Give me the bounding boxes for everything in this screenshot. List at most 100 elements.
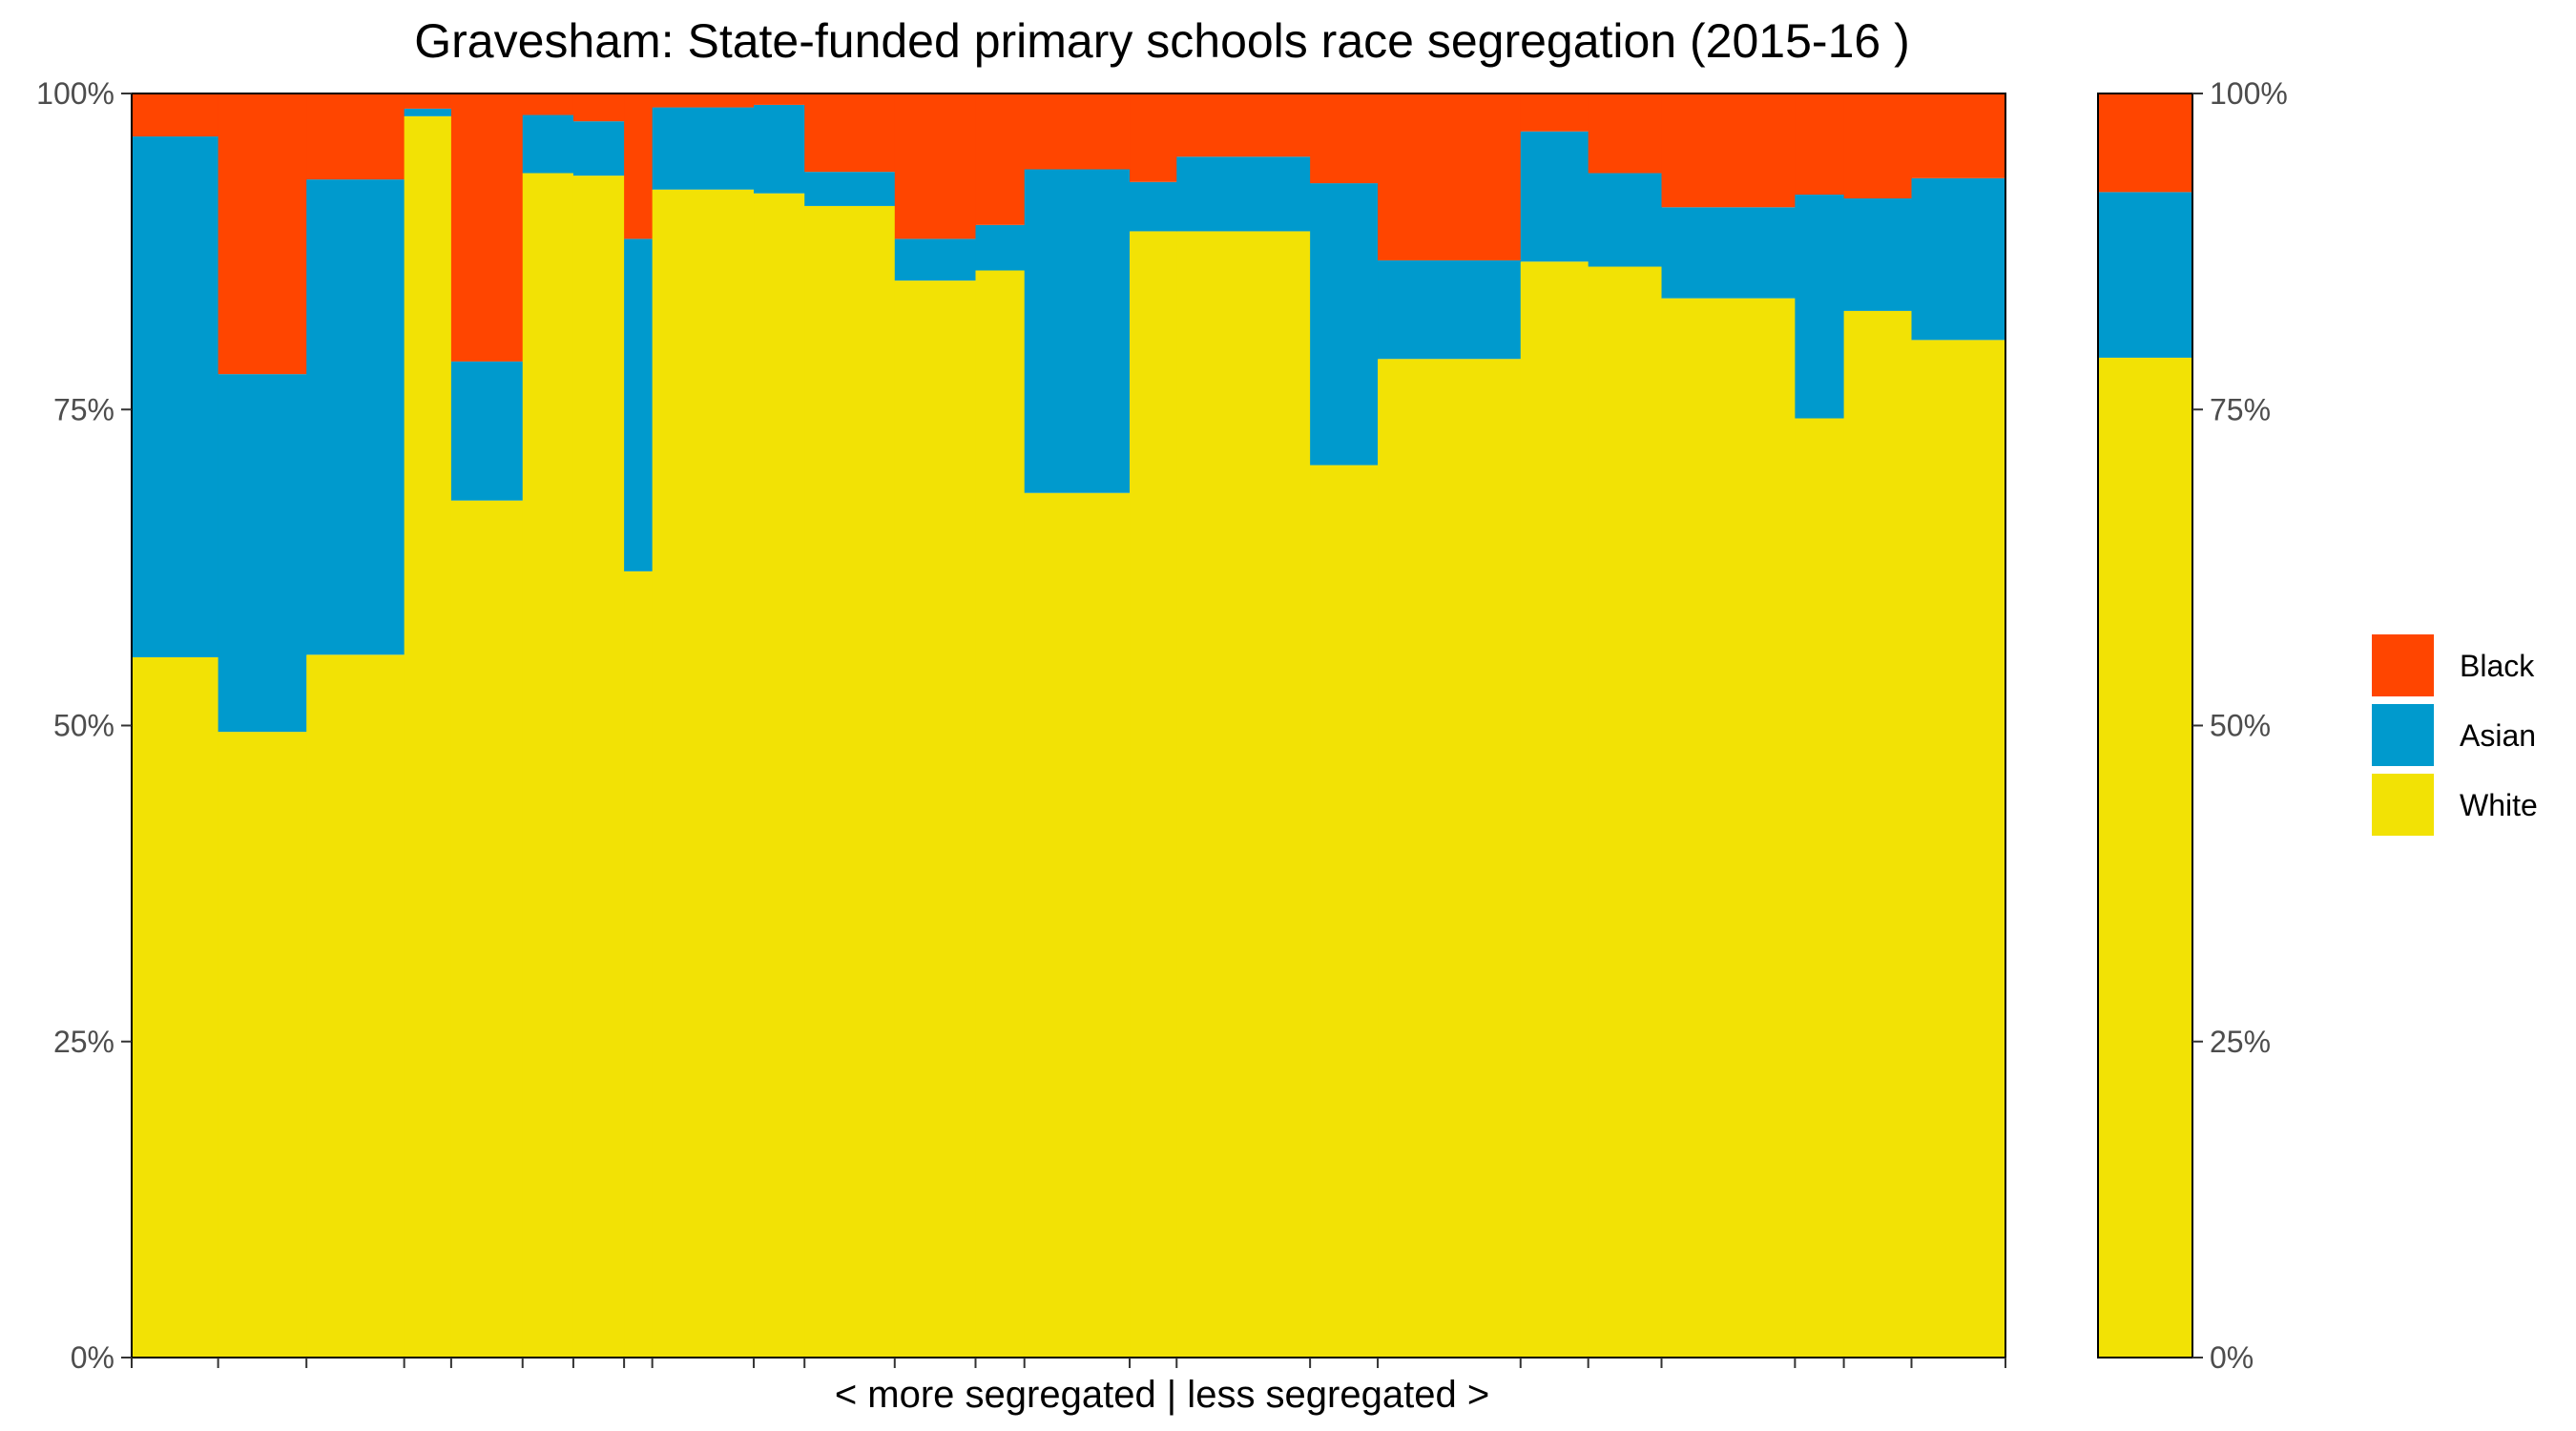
bar-segment-asian xyxy=(1795,195,1844,419)
bar-segment-black xyxy=(405,93,452,109)
bar-segment-black xyxy=(451,93,523,362)
bar-segment-asian xyxy=(1378,260,1521,359)
bar-segment-black xyxy=(1589,93,1662,173)
bar-segment-black xyxy=(1378,93,1521,260)
bar-segment-white xyxy=(624,571,653,1358)
bar-segment-white xyxy=(1912,340,2006,1358)
bar-segment-asian xyxy=(1176,156,1310,231)
y-tick-label-right: 0% xyxy=(2210,1340,2254,1375)
y-axis-right: 0% 25% 50% 75% 100% xyxy=(2192,76,2288,1375)
bar-segment-white xyxy=(1130,231,1177,1358)
bar-segment-white xyxy=(451,501,523,1358)
bar-segment-asian xyxy=(1310,183,1379,465)
overall-segment-black xyxy=(2098,93,2192,192)
bar-segment-black xyxy=(218,93,307,374)
bar-segment-white xyxy=(975,271,1025,1358)
bar-segment-white xyxy=(573,176,625,1358)
bar-segment-black xyxy=(653,93,755,108)
bar-segment-black xyxy=(804,93,895,172)
bar-segment-white xyxy=(1521,261,1589,1358)
legend-key-white xyxy=(2372,774,2434,836)
bar-segment-black xyxy=(1130,93,1177,182)
bar-segment-black xyxy=(895,93,976,238)
bar-segment-asian xyxy=(523,115,574,174)
y-tick-label-right: 75% xyxy=(2210,392,2271,426)
legend-label-black: Black xyxy=(2460,649,2535,683)
bar-segment-black xyxy=(132,93,218,136)
y-axis-left: 0% 25% 50% 75% 100% xyxy=(36,76,132,1375)
bar-segment-white xyxy=(1662,299,1796,1358)
bar-segment-asian xyxy=(895,238,976,280)
y-tick-label-left: 0% xyxy=(71,1340,114,1375)
legend-key-black xyxy=(2372,634,2434,696)
bar-segment-white xyxy=(218,732,307,1358)
bar-segment-black xyxy=(754,93,805,105)
x-axis-label: < more segregated | less segregated > xyxy=(835,1374,1489,1416)
bar-segment-asian xyxy=(132,136,218,657)
bar-segment-white xyxy=(1795,419,1844,1358)
bar-segment-white xyxy=(1378,359,1521,1358)
bar-segment-black xyxy=(306,93,405,179)
bar-segment-black xyxy=(1176,93,1310,156)
bar-segment-asian xyxy=(1662,207,1796,298)
y-tick-label-left: 25% xyxy=(53,1025,114,1059)
bar-segment-black xyxy=(1912,93,2006,178)
bar-segment-asian xyxy=(1130,182,1177,232)
bar-segment-white xyxy=(895,280,976,1358)
bar-segment-asian xyxy=(975,225,1025,271)
school-bars xyxy=(132,93,2006,1358)
legend-label-white: White xyxy=(2460,788,2538,822)
y-tick-label-right: 50% xyxy=(2210,709,2271,743)
bar-segment-white xyxy=(1844,311,1913,1358)
bar-segment-asian xyxy=(1025,170,1131,493)
y-tick-label-left: 100% xyxy=(36,76,114,111)
bar-segment-white xyxy=(1025,493,1131,1358)
bar-segment-white xyxy=(754,194,805,1358)
bar-segment-black xyxy=(573,93,625,121)
y-tick-label-right: 100% xyxy=(2210,76,2288,111)
bar-segment-asian xyxy=(306,179,405,654)
bar-segment-asian xyxy=(573,121,625,176)
bar-segment-white xyxy=(306,654,405,1358)
overall-bar xyxy=(2098,93,2192,1358)
bar-segment-white xyxy=(1310,466,1379,1358)
bar-segment-white xyxy=(804,206,895,1358)
bar-segment-asian xyxy=(653,108,755,190)
bar-segment-black xyxy=(1310,93,1379,183)
bar-segment-black xyxy=(624,93,653,238)
y-tick-label-right: 25% xyxy=(2210,1025,2271,1059)
bar-segment-asian xyxy=(1844,198,1913,311)
bar-segment-asian xyxy=(1912,178,2006,341)
x-axis-ticks xyxy=(132,1358,2005,1368)
legend-label-asian: Asian xyxy=(2460,718,2536,753)
bar-segment-asian xyxy=(624,238,653,570)
chart-title: Gravesham: State-funded primary schools … xyxy=(414,14,1909,68)
bar-segment-asian xyxy=(405,109,452,116)
bar-segment-white xyxy=(1176,231,1310,1358)
bar-segment-white xyxy=(1589,267,1662,1358)
bar-segment-black xyxy=(1844,93,1913,198)
y-tick-label-left: 75% xyxy=(53,392,114,426)
bar-segment-black xyxy=(1521,93,1589,132)
bar-segment-white xyxy=(132,657,218,1358)
bar-segment-asian xyxy=(754,105,805,194)
bar-segment-black xyxy=(975,93,1025,225)
legend: Black Asian White xyxy=(2372,634,2538,836)
bar-segment-white xyxy=(653,190,755,1358)
bar-segment-black xyxy=(1795,93,1844,195)
overall-segment-white xyxy=(2098,358,2192,1358)
bar-segment-asian xyxy=(451,362,523,501)
bar-segment-asian xyxy=(218,374,307,732)
bar-segment-black xyxy=(1025,93,1131,170)
y-tick-label-left: 50% xyxy=(53,709,114,743)
bar-segment-asian xyxy=(1521,132,1589,261)
overall-segment-asian xyxy=(2098,192,2192,358)
bar-segment-asian xyxy=(1589,173,1662,266)
bar-segment-white xyxy=(405,116,452,1358)
bar-segment-black xyxy=(523,93,574,115)
legend-key-asian xyxy=(2372,704,2434,766)
bar-segment-asian xyxy=(804,172,895,206)
bar-segment-white xyxy=(523,173,574,1358)
bar-segment-black xyxy=(1662,93,1796,207)
